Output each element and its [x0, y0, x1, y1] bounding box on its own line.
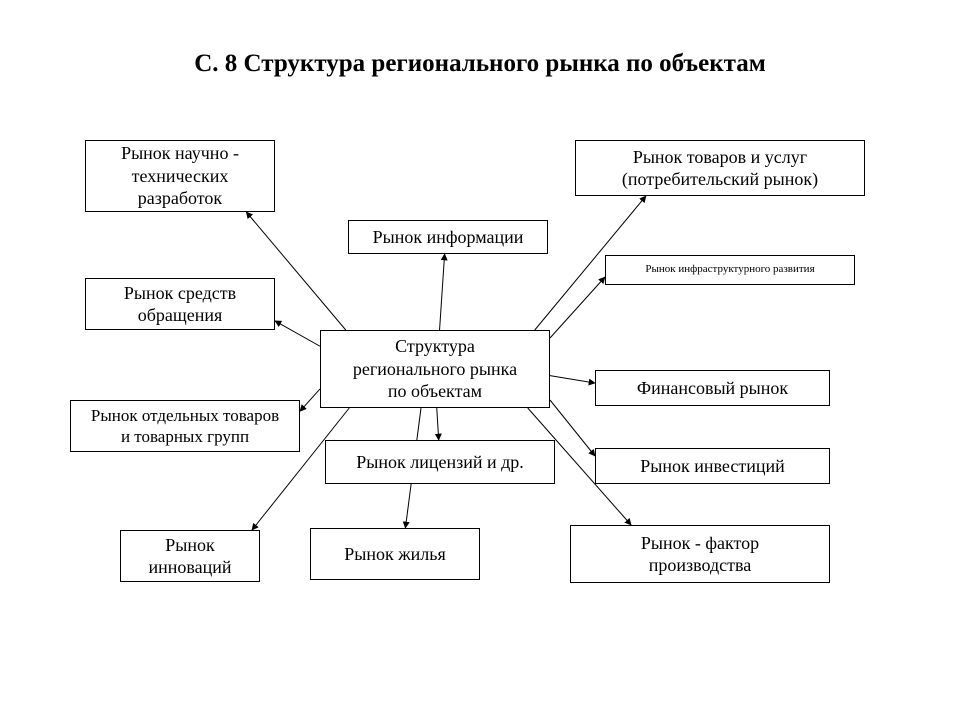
- edge-center-to-infra: [550, 277, 605, 338]
- node-licenses: Рынок лицензий и др.: [325, 440, 555, 484]
- node-finance: Финансовый рынок: [595, 370, 830, 406]
- node-circulation: Рынок средствобращения: [85, 278, 275, 330]
- node-housing: Рынок жилья: [310, 528, 480, 580]
- node-separate: Рынок отдельных товарови товарных групп: [70, 400, 300, 452]
- edge-center-to-invest: [550, 400, 595, 456]
- node-goods: Рынок товаров и услуг(потребительский ры…: [575, 140, 865, 196]
- node-factor: Рынок - факторпроизводства: [570, 525, 830, 583]
- node-center: Структурарегионального рынкапо объектам: [320, 330, 550, 408]
- diagram-title: С. 8 Структура регионального рынка по об…: [0, 50, 960, 78]
- node-label: Структурарегионального рынкапо объектам: [353, 335, 517, 403]
- edge-center-to-separate: [300, 389, 320, 411]
- edge-center-to-finance: [550, 376, 595, 383]
- node-label: Рынок научно -техническихразработок: [121, 142, 239, 210]
- node-label: Рынок инвестиций: [640, 455, 784, 478]
- node-label: Рынок инфраструктурного развития: [645, 263, 814, 277]
- node-label: Рынок лицензий и др.: [356, 451, 524, 474]
- edge-center-to-info: [440, 254, 445, 330]
- node-scitech: Рынок научно -техническихразработок: [85, 140, 275, 212]
- node-innov: Рынокинноваций: [120, 530, 260, 582]
- diagram-canvas: С. 8 Структура регионального рынка по об…: [0, 0, 960, 720]
- node-label: Рынок информации: [373, 226, 524, 249]
- node-label: Финансовый рынок: [637, 377, 788, 400]
- node-infra: Рынок инфраструктурного развития: [605, 255, 855, 285]
- node-label: Рынок средствобращения: [124, 282, 236, 327]
- node-label: Рынок - факторпроизводства: [641, 532, 759, 577]
- edge-center-to-circulation: [275, 321, 320, 346]
- node-label: Рынок товаров и услуг(потребительский ры…: [622, 146, 818, 191]
- node-label: Рынок жилья: [344, 543, 446, 566]
- node-label: Рынокинноваций: [148, 534, 231, 579]
- node-info: Рынок информации: [348, 220, 548, 254]
- node-label: Рынок отдельных товарови товарных групп: [91, 405, 279, 448]
- node-invest: Рынок инвестиций: [595, 448, 830, 484]
- edge-center-to-licenses: [437, 408, 439, 440]
